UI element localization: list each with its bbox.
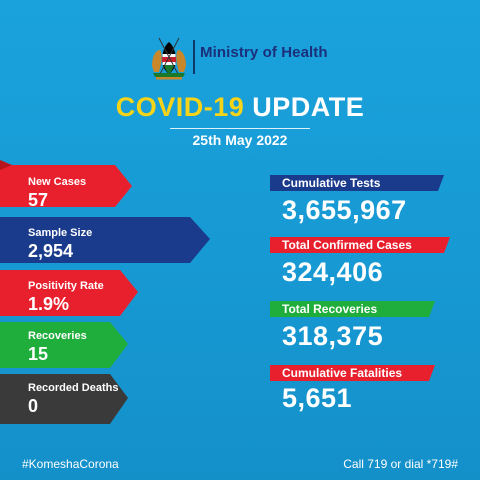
daily-value: 1.9% [28, 294, 70, 314]
daily-label: Recorded Deaths [28, 382, 119, 394]
title-underline [170, 128, 310, 129]
panel-background [0, 270, 138, 316]
daily-label: Positivity Rate [28, 280, 104, 292]
hotline-text: Call 719 or dial *719# [343, 457, 458, 471]
cumulative-label: Cumulative Tests [282, 176, 381, 190]
page-title: COVID-19 UPDATE [0, 92, 480, 123]
header: Ministry of Health [0, 30, 480, 86]
cumulative-value: 5,651 [282, 383, 353, 413]
daily-sample-size-panel: Sample Size 2,954 [0, 215, 215, 267]
label-ribbon [270, 365, 435, 381]
cumulative-label: Total Recoveries [282, 302, 378, 316]
panel-background [0, 374, 128, 424]
header-divider [193, 40, 195, 74]
cumulative-label: Cumulative Fatalities [282, 366, 403, 380]
daily-value: 15 [28, 344, 49, 364]
kenya-coat-of-arms-icon [152, 37, 186, 80]
title-highlight: COVID-19 [115, 92, 245, 122]
daily-value: 0 [28, 396, 39, 416]
daily-positivity-rate-panel: Positivity Rate 1.9% [0, 268, 150, 320]
label-ribbon [270, 175, 444, 191]
hashtag: #KomeshaCorona [22, 457, 119, 471]
daily-value: 57 [28, 190, 49, 210]
panel-background [0, 217, 210, 263]
daily-recorded-deaths-panel: Recorded Deaths 0 [0, 372, 140, 430]
daily-label: New Cases [28, 176, 87, 188]
title-rest: UPDATE [252, 92, 365, 122]
ministry-name: Ministry of Health [200, 44, 328, 61]
cumulative-value: 3,655,967 [282, 195, 407, 225]
report-date: 25th May 2022 [192, 132, 288, 148]
cumulative-value: 324,406 [282, 257, 384, 287]
daily-recoveries-panel: Recoveries 15 [0, 320, 140, 372]
label-ribbon [270, 237, 450, 253]
daily-value: 2,954 [28, 241, 74, 261]
cumulative-label: Total Confirmed Cases [282, 238, 412, 252]
panel-background [0, 160, 132, 207]
label-ribbon [270, 301, 435, 317]
daily-stats: New Cases 57 Sample Size 2,954 Positivit… [0, 160, 230, 430]
daily-label: Recoveries [28, 330, 87, 342]
daily-new-cases-panel: New Cases 57 [0, 160, 140, 212]
cumulative-value: 318,375 [282, 321, 384, 351]
panel-background [0, 322, 128, 368]
daily-label: Sample Size [28, 227, 93, 239]
